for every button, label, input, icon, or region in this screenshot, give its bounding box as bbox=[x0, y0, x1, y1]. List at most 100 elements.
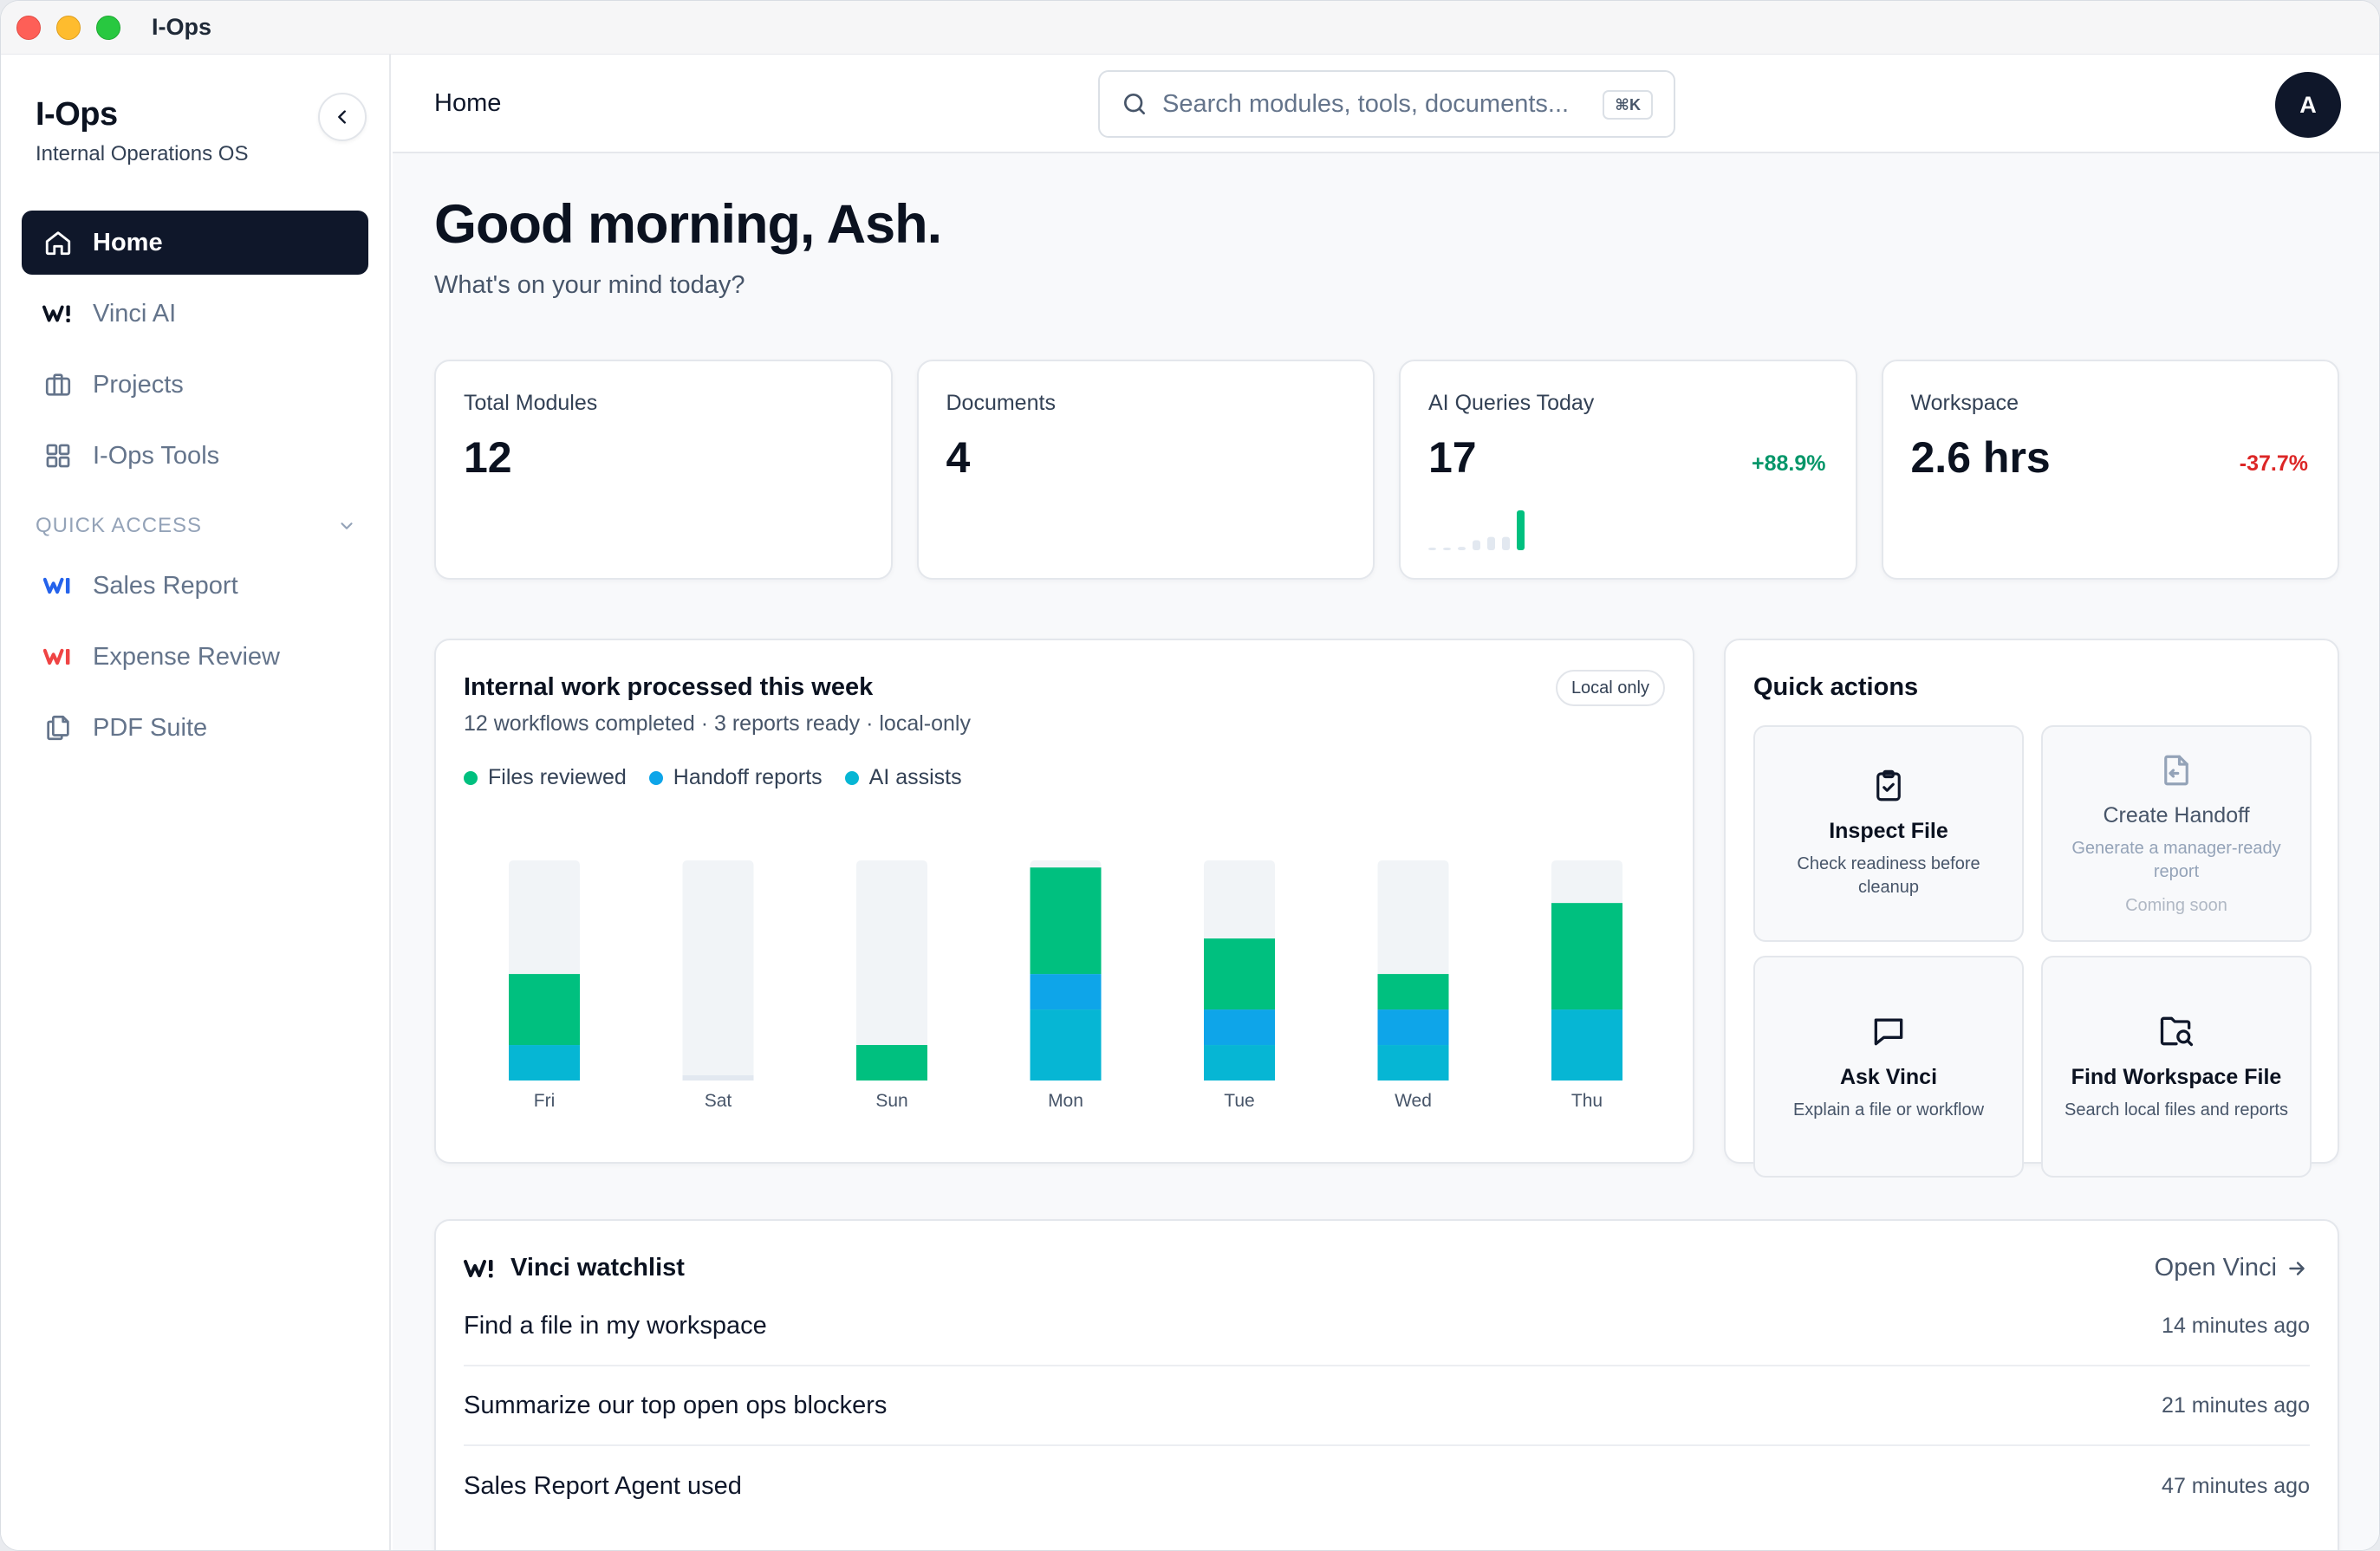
bar-track bbox=[682, 860, 754, 1081]
nav-item-label: Vinci AI bbox=[93, 299, 177, 328]
brand-name: I-Ops bbox=[36, 96, 118, 133]
file-export-icon bbox=[2158, 752, 2195, 793]
stat-label: Documents bbox=[946, 391, 1056, 415]
coming-soon-label: Coming soon bbox=[2125, 895, 2227, 915]
nav-item-vinci-ai[interactable]: Vinci AI bbox=[22, 282, 368, 346]
legend-label: AI assists bbox=[868, 765, 962, 789]
nav-item-label: I-Ops Tools bbox=[93, 441, 220, 470]
open-vinci-label: Open Vinci bbox=[2154, 1254, 2277, 1282]
quick-access-label: Expense Review bbox=[93, 642, 280, 671]
weekly-work-card: Internal work processed this week 12 wor… bbox=[434, 639, 1694, 1164]
sparkline-bar bbox=[1473, 540, 1480, 550]
watchlist-item[interactable]: Sales Report Agent used 47 minutes ago bbox=[464, 1446, 2310, 1526]
nav-item-iops-tools[interactable]: I-Ops Tools bbox=[22, 424, 368, 488]
quick-access-header[interactable]: QUICK ACCESS bbox=[36, 514, 356, 538]
stat-card-ai-queries[interactable]: AI Queries Today 17 +88.9% bbox=[1399, 360, 1857, 580]
briefcase-icon bbox=[42, 369, 74, 400]
quick-action-desc: Search local files and reports bbox=[2065, 1100, 2288, 1119]
watchlist-item-time: 14 minutes ago bbox=[2162, 1313, 2310, 1338]
nav-item-label: Projects bbox=[93, 370, 184, 399]
stat-label: Workspace bbox=[1910, 391, 2019, 415]
vinci-logo-icon bbox=[464, 1259, 493, 1277]
breadcrumb: Home bbox=[434, 89, 502, 117]
bar-segment bbox=[1204, 938, 1275, 1010]
bar-segment bbox=[1551, 903, 1622, 1010]
quick-access-label: QUICK ACCESS bbox=[36, 514, 203, 537]
sparkline-bar bbox=[1487, 536, 1495, 550]
find-workspace-file-button[interactable]: Find Workspace File Search local files a… bbox=[2041, 956, 2312, 1178]
quick-action-desc: Explain a file or workflow bbox=[1792, 1100, 1985, 1119]
search-shortcut-badge: ⌘K bbox=[1603, 90, 1653, 120]
stat-delta: +88.9% bbox=[1752, 451, 1826, 476]
ask-vinci-button[interactable]: Ask Vinci Explain a file or workflow bbox=[1753, 956, 2024, 1178]
quick-access-expense-review[interactable]: Expense Review bbox=[22, 625, 368, 689]
open-vinci-link[interactable]: Open Vinci bbox=[2155, 1254, 2308, 1282]
quick-access-pdf-suite[interactable]: PDF Suite bbox=[22, 696, 368, 760]
watchlist-item-time: 47 minutes ago bbox=[2162, 1473, 2310, 1498]
x-tick-label: Wed bbox=[1395, 1091, 1432, 1111]
minimize-window-button[interactable] bbox=[56, 15, 81, 40]
page-title: Good morning, Ash. bbox=[434, 194, 942, 255]
watchlist-item-text: Find a file in my workspace bbox=[464, 1311, 767, 1340]
quick-access-label: PDF Suite bbox=[93, 713, 208, 742]
quick-access-sales-report[interactable]: Sales Report bbox=[22, 554, 368, 618]
legend-swatch bbox=[464, 770, 478, 785]
x-tick-label: Mon bbox=[1048, 1091, 1083, 1111]
search-icon bbox=[1124, 94, 1145, 114]
stat-value: 12 bbox=[464, 433, 512, 482]
inspect-file-button[interactable]: Inspect File Check readiness before clea… bbox=[1753, 725, 2024, 942]
watchlist-header: Vinci watchlist bbox=[464, 1254, 685, 1282]
bar-segment bbox=[1204, 1045, 1275, 1081]
sidebar: I-Ops Internal Operations OS Home Vinci … bbox=[1, 55, 391, 1550]
sales-report-logo-icon bbox=[42, 570, 74, 601]
create-handoff-button[interactable]: Create Handoff Generate a manager-ready … bbox=[2041, 725, 2312, 942]
sparkline bbox=[1428, 510, 1525, 550]
bar-segment bbox=[509, 974, 580, 1046]
x-tick-label: Sat bbox=[705, 1091, 732, 1111]
legend-swatch bbox=[844, 770, 859, 785]
window-controls bbox=[16, 15, 120, 40]
avatar[interactable]: A bbox=[2275, 72, 2341, 138]
stat-card-total-modules[interactable]: Total Modules 12 bbox=[434, 360, 893, 580]
brand-subtitle: Internal Operations OS bbox=[36, 142, 249, 165]
nav-item-projects[interactable]: Projects bbox=[22, 353, 368, 417]
stat-card-workspace[interactable]: Workspace 2.6 hrs -37.7% bbox=[1881, 360, 2339, 580]
quick-action-desc: Generate a manager-ready report bbox=[2071, 838, 2281, 881]
x-tick-label: Fri bbox=[534, 1091, 556, 1111]
watchlist-item[interactable]: Summarize our top open ops blockers 21 m… bbox=[464, 1366, 2310, 1446]
watchlist-item[interactable]: Find a file in my workspace 14 minutes a… bbox=[464, 1287, 2310, 1366]
bar-segment bbox=[1377, 974, 1449, 1010]
nav-item-home[interactable]: Home bbox=[22, 211, 368, 275]
quick-actions-card: Quick actions Inspect File Check readine… bbox=[1724, 639, 2339, 1178]
chart-subtitle: 12 workflows completed · 3 reports ready… bbox=[464, 711, 971, 736]
bar-segment bbox=[1204, 1009, 1275, 1046]
quick-actions-title: Quick actions bbox=[1753, 673, 1919, 701]
chevron-left-icon bbox=[338, 110, 346, 124]
maximize-window-button[interactable] bbox=[96, 15, 120, 40]
expense-review-logo-icon bbox=[42, 641, 74, 672]
bar-chart: Fri Sat Sun Mon Tue Wed Thu bbox=[509, 860, 1622, 1111]
watchlist-item-time: 21 minutes ago bbox=[2162, 1392, 2310, 1418]
chart-title: Internal work processed this week bbox=[464, 673, 874, 701]
main-nav: Home Vinci AI Projects I-Ops Tools bbox=[22, 211, 368, 495]
title-bar: I-Ops bbox=[1, 1, 2379, 55]
stat-value: 2.6 hrs bbox=[1910, 433, 2051, 482]
close-window-button[interactable] bbox=[16, 15, 41, 40]
stat-value: 4 bbox=[946, 433, 971, 482]
arrow-right-icon bbox=[2289, 1261, 2305, 1275]
legend-item: Files reviewed bbox=[464, 765, 627, 790]
bar-segment bbox=[1030, 1009, 1102, 1081]
collapse-sidebar-button[interactable] bbox=[318, 93, 367, 141]
legend-label: Files reviewed bbox=[488, 765, 627, 789]
search-placeholder: Search modules, tools, documents... bbox=[1162, 89, 1570, 118]
quick-action-title: Find Workspace File bbox=[2071, 1064, 2282, 1089]
quick-action-title: Ask Vinci bbox=[1839, 1064, 1938, 1089]
stat-card-documents[interactable]: Documents 4 bbox=[916, 360, 1375, 580]
window-title: I-Ops bbox=[152, 14, 212, 40]
bar-segment bbox=[1030, 974, 1102, 1010]
bar-segment bbox=[1377, 1009, 1449, 1046]
search-input[interactable]: Search modules, tools, documents... ⌘K bbox=[1098, 70, 1675, 138]
quick-access-list: Sales Report Expense Review PDF Suite bbox=[22, 554, 368, 767]
legend-item: Handoff reports bbox=[648, 765, 823, 790]
legend-item: AI assists bbox=[844, 765, 962, 790]
